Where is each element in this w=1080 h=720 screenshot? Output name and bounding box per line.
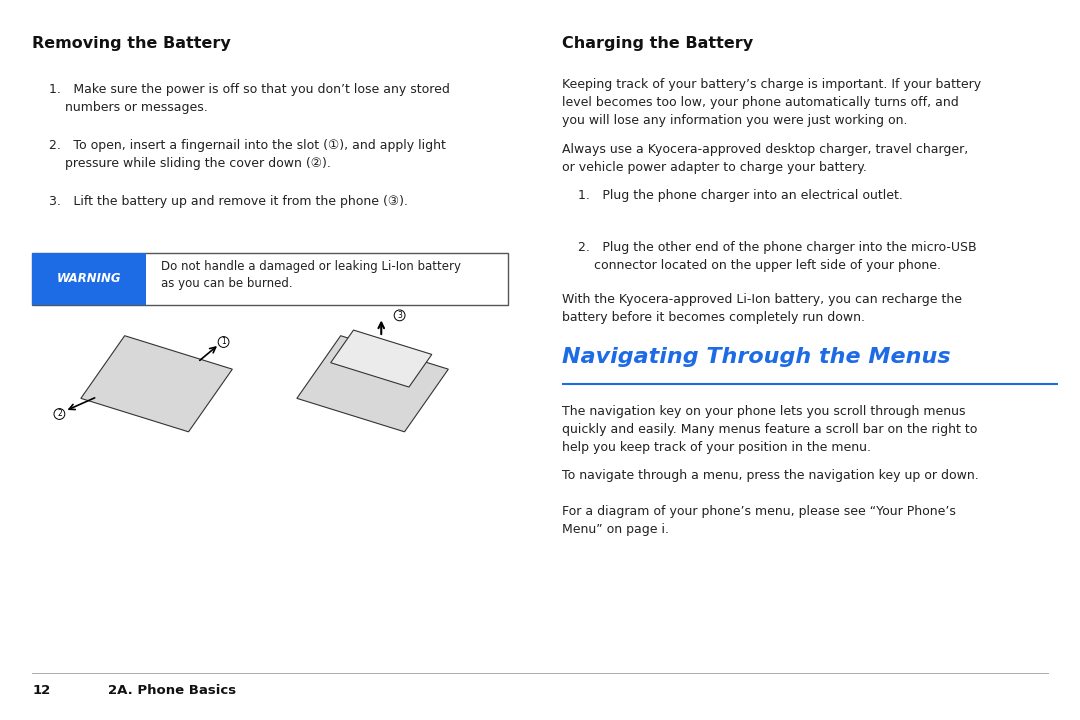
Polygon shape [330,330,432,387]
Text: 12: 12 [32,684,51,697]
Polygon shape [81,336,232,432]
Text: Always use a Kyocera-approved desktop charger, travel charger,
or vehicle power : Always use a Kyocera-approved desktop ch… [562,143,968,174]
Text: 2. To open, insert a fingernail into the slot (①), and apply light
    pressure : 2. To open, insert a fingernail into the… [49,139,445,170]
Text: 3. Lift the battery up and remove it from the phone (③).: 3. Lift the battery up and remove it fro… [49,195,407,208]
Text: 1. Make sure the power is off so that you don’t lose any stored
    numbers or m: 1. Make sure the power is off so that yo… [49,83,449,114]
Text: 2: 2 [57,410,62,418]
Text: Charging the Battery: Charging the Battery [562,36,753,51]
Text: To navigate through a menu, press the navigation key up or down.: To navigate through a menu, press the na… [562,469,978,482]
Text: Keeping track of your battery’s charge is important. If your battery
level becom: Keeping track of your battery’s charge i… [562,78,981,127]
FancyBboxPatch shape [32,253,146,305]
Text: 1: 1 [221,338,226,346]
Text: Removing the Battery: Removing the Battery [32,36,231,51]
Text: For a diagram of your phone’s menu, please see “Your Phone’s
Menu” on page i.: For a diagram of your phone’s menu, plea… [562,505,956,536]
Polygon shape [297,336,448,432]
Text: Do not handle a damaged or leaking Li-Ion battery
as you can be burned.: Do not handle a damaged or leaking Li-Io… [161,260,461,290]
Text: 2. Plug the other end of the phone charger into the micro-USB
    connector loca: 2. Plug the other end of the phone charg… [578,241,976,272]
Text: 2A. Phone Basics: 2A. Phone Basics [108,684,237,697]
Text: 1. Plug the phone charger into an electrical outlet.: 1. Plug the phone charger into an electr… [578,189,903,202]
Text: Navigating Through the Menus: Navigating Through the Menus [562,347,950,367]
Text: The navigation key on your phone lets you scroll through menus
quickly and easil: The navigation key on your phone lets yo… [562,405,977,454]
FancyBboxPatch shape [32,253,508,305]
Text: 3: 3 [397,311,402,320]
Text: With the Kyocera-approved Li-Ion battery, you can recharge the
battery before it: With the Kyocera-approved Li-Ion battery… [562,293,961,324]
Text: WARNING: WARNING [57,272,121,285]
